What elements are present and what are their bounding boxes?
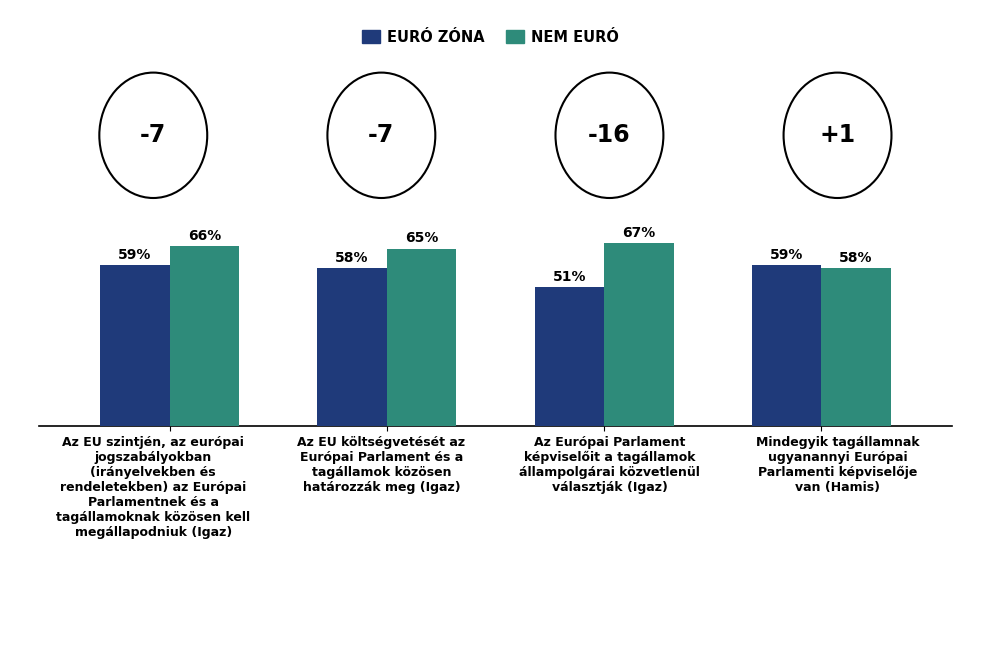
Text: 58%: 58% [839,251,873,265]
Text: Az EU szintjén, az európai
jogszabályokban
(irányelvekben és
rendeletekben) az E: Az EU szintjén, az európai jogszabályokb… [56,436,250,539]
Bar [535,287,604,426]
Text: 51%: 51% [552,269,586,284]
Text: -7: -7 [140,123,167,147]
Text: Az EU költségvetését az
Európai Parlament és a
tagállamok közösen
határozzák meg: Az EU költségvetését az Európai Parlamen… [297,436,465,494]
Bar [317,268,387,426]
Bar [170,246,239,426]
Legend: EURÓ ZÓNA, NEM EURÓ: EURÓ ZÓNA, NEM EURÓ [356,24,625,50]
Text: +1: +1 [819,123,855,147]
Text: 67%: 67% [622,226,655,240]
Bar [821,268,891,426]
Text: 58%: 58% [336,251,369,265]
Text: 65%: 65% [405,232,439,246]
Text: 59%: 59% [770,248,803,262]
Bar [100,265,170,426]
Text: -7: -7 [368,123,394,147]
Text: Az Európai Parlament
képviselőit a tagállamok
állampolgárai közvetlenül
választj: Az Európai Parlament képviselőit a tagál… [519,436,699,494]
Bar [604,244,674,426]
Text: -16: -16 [589,123,631,147]
Bar [751,265,821,426]
Text: 66%: 66% [187,229,221,243]
Bar [387,249,456,426]
Text: 59%: 59% [118,248,151,262]
Text: Mindegyik tagállamnak
ugyanannyi Európai
Parlamenti képviselője
van (Hamis): Mindegyik tagállamnak ugyanannyi Európai… [755,436,919,494]
